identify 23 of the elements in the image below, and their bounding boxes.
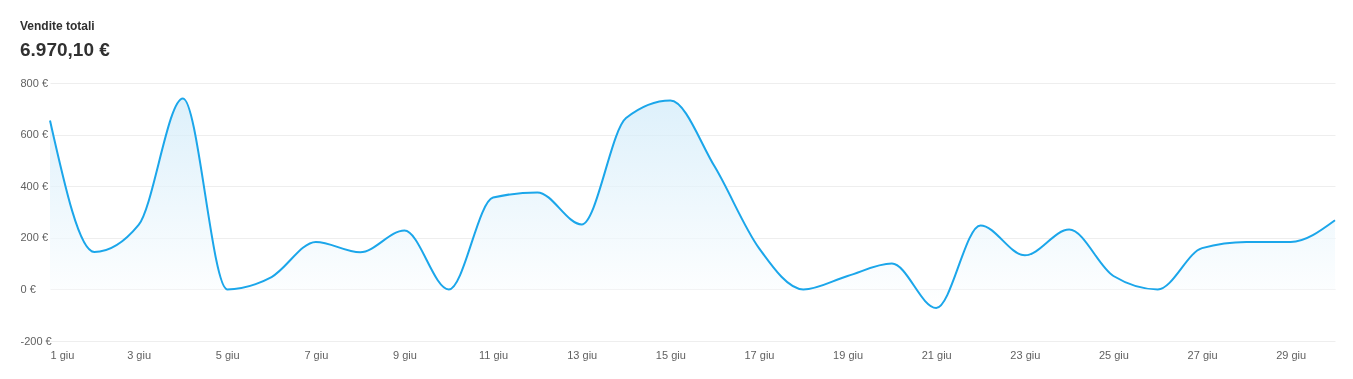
x-tick-label: 9 giu	[393, 348, 417, 361]
chart-subtitle: 6.970,10 €	[20, 39, 111, 60]
x-tick-label: 3 giu	[127, 348, 152, 361]
x-tick-label: 19 giu	[833, 348, 864, 361]
x-tick-label: 1 giu	[50, 348, 75, 361]
x-tick-label: 21 giu	[921, 348, 952, 361]
x-tick-label: 27 giu	[1187, 348, 1218, 361]
x-tick-label: 13 giu	[567, 348, 598, 361]
y-tick-label: 400 €	[20, 179, 49, 192]
x-tick-label: 7 giu	[304, 348, 329, 361]
y-tick-label: -200 €	[20, 334, 52, 347]
x-tick-label: 23 giu	[1010, 348, 1041, 361]
y-tick-label: 600 €	[20, 128, 49, 141]
x-tick-label: 29 giu	[1276, 348, 1307, 361]
x-tick-label: 11 giu	[479, 348, 509, 361]
x-tick-label: 5 giu	[215, 348, 240, 361]
x-tick-label: 25 giu	[1098, 348, 1129, 361]
chart-title: Vendite totali	[20, 19, 95, 33]
y-tick-label: 0 €	[20, 282, 36, 295]
y-tick-label: 200 €	[20, 231, 49, 244]
y-tick-label: 800 €	[20, 76, 49, 89]
x-tick-label: 17 giu	[744, 348, 775, 361]
x-tick-label: 15 giu	[655, 348, 686, 361]
